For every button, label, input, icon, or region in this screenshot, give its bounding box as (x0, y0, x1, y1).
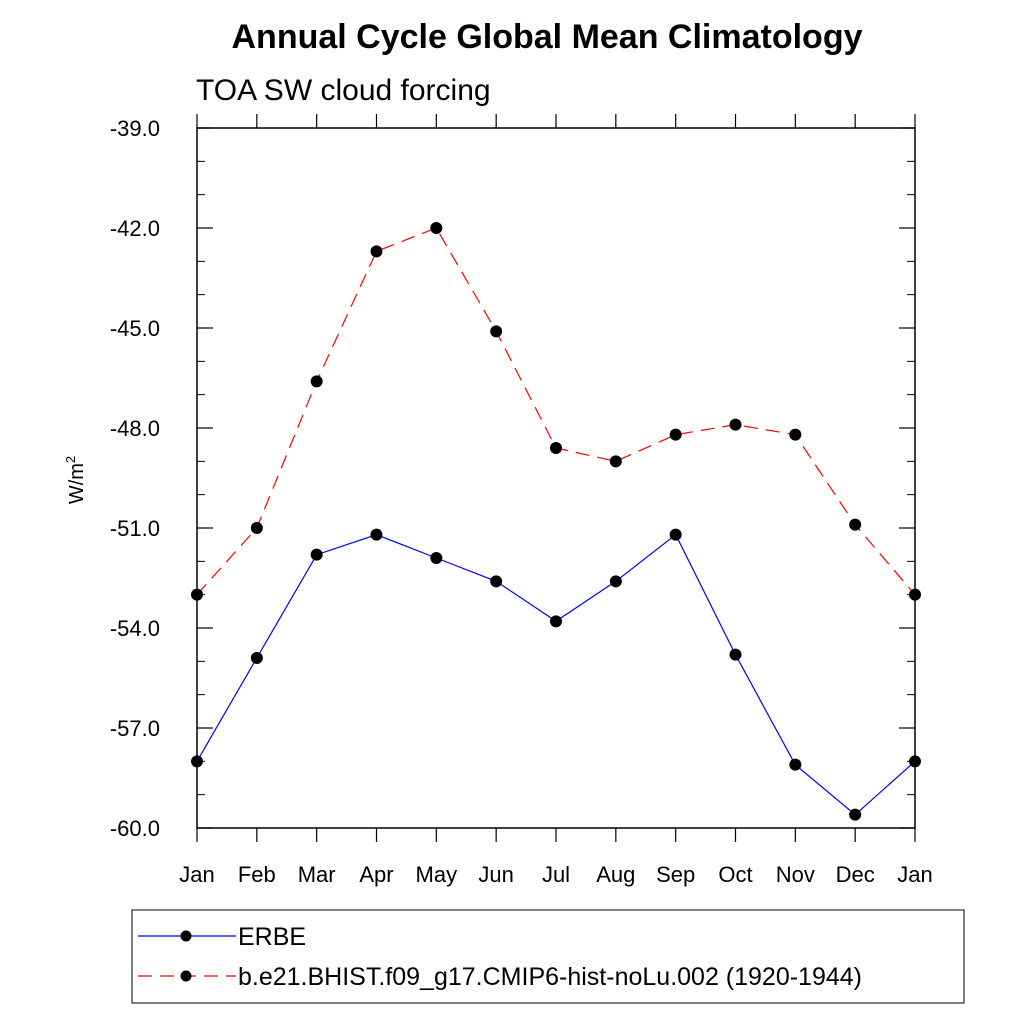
series-layer (191, 222, 921, 821)
y-tick-label: -51.0 (110, 516, 160, 541)
data-point (669, 428, 682, 441)
legend-marker-erbe (180, 930, 192, 942)
data-point (729, 418, 742, 431)
data-point (789, 758, 802, 771)
legend-marker-model (180, 970, 192, 982)
y-tick-label: -45.0 (110, 316, 160, 341)
y-axis-label-text: W/m (66, 463, 88, 504)
y-tick-label: -54.0 (110, 616, 160, 641)
x-tick-label: Jul (542, 862, 570, 887)
data-point (250, 522, 263, 534)
series-line (196, 533, 916, 816)
plot-frame (196, 127, 916, 829)
x-tick-label: Oct (718, 862, 752, 887)
y-tick-label: -60.0 (110, 816, 160, 841)
legend-box (131, 909, 965, 1004)
x-tick-label: Dec (836, 862, 875, 887)
data-point (729, 648, 742, 661)
data-point (250, 652, 263, 664)
x-tick-label: Mar (298, 862, 336, 887)
data-point (849, 808, 862, 821)
x-tick-label: Apr (359, 862, 393, 887)
chart-subtitle: TOA SW cloud forcing (196, 74, 491, 107)
data-point (550, 442, 562, 454)
data-point (310, 375, 323, 388)
x-tick-labels: Jan Feb Mar Apr May Jun Jul Aug Sep Oct Nov Dec Jan (179, 862, 932, 887)
legend-label-model: b.e21.BHIST.f09_g17.CMIP6-hist-noLu.002 … (238, 963, 862, 991)
data-point (550, 615, 562, 628)
data-point (370, 528, 383, 541)
y-tick-label: -48.0 (110, 416, 160, 441)
legend-label-erbe: ERBE (238, 923, 306, 951)
data-point (430, 552, 443, 564)
data-point (849, 518, 862, 531)
series-0 (191, 528, 921, 821)
legend: ERBE b.e21.BHIST.f09_g17.CMIP6-hist-noLu… (131, 909, 965, 1004)
chart-title: Annual Cycle Global Mean Climatology (232, 18, 863, 56)
axis-ticks (196, 114, 916, 842)
data-point (669, 528, 682, 541)
x-tick-label: Nov (776, 862, 815, 887)
data-point (490, 575, 503, 588)
x-tick-label: Jan (179, 862, 214, 887)
data-point (789, 428, 802, 441)
series-line (196, 227, 916, 596)
series-1 (191, 222, 921, 601)
data-point (370, 245, 383, 258)
data-point (490, 325, 503, 338)
y-axis-label: W/m2 (63, 456, 88, 504)
data-point (609, 455, 622, 468)
data-point (430, 222, 443, 234)
y-axis-label-superscript: 2 (63, 456, 78, 463)
x-tick-label: Jun (478, 862, 513, 887)
y-tick-labels: -39.0 -42.0 -45.0 -48.0 -51.0 -54.0 -57.0 -60.0 (110, 116, 160, 841)
y-tick-label: -42.0 (110, 216, 160, 241)
y-tick-label: -57.0 (110, 716, 160, 741)
x-tick-label: Sep (656, 862, 695, 887)
x-tick-label: May (416, 862, 458, 887)
x-tick-label: Jan (897, 862, 932, 887)
data-point (609, 575, 622, 588)
x-tick-label: Aug (596, 862, 635, 887)
x-tick-label: Feb (238, 862, 276, 887)
y-tick-label: -39.0 (110, 116, 160, 141)
data-point (310, 548, 323, 561)
